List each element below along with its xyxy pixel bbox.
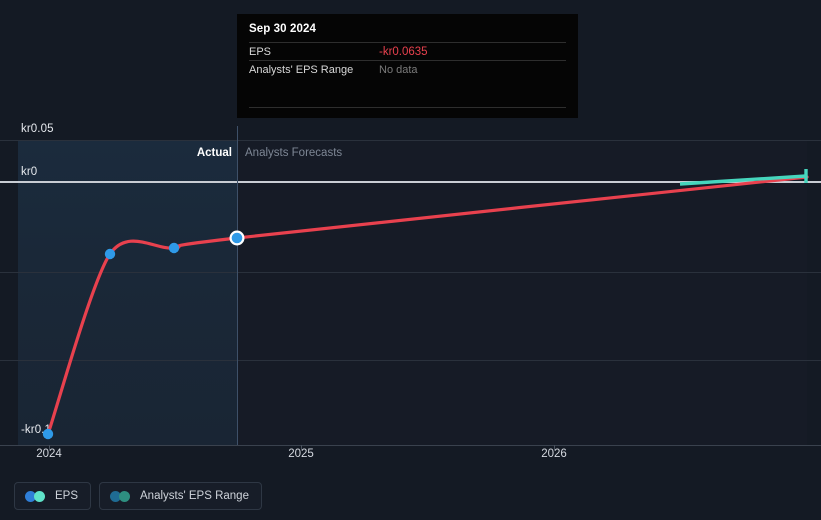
legend-item-analysts-range[interactable]: Analysts' EPS Range (99, 482, 262, 510)
forecast-band-label: Analysts Forecasts (245, 147, 343, 159)
tooltip-row-range: Analysts' EPS Range No data (249, 60, 566, 78)
plot-area (18, 140, 807, 445)
eps-series-color-icon (25, 490, 46, 502)
chart-legend: EPS Analysts' EPS Range (14, 482, 262, 510)
x-tick-mark-0 (49, 445, 50, 450)
tooltip-footer-rule (249, 107, 566, 109)
tooltip-label-eps: EPS (249, 45, 272, 58)
y-tick-label-1: kr0 (21, 166, 38, 178)
tooltip-spacer (249, 78, 566, 107)
tooltip-row-eps: EPS -kr0.0635 (249, 42, 566, 60)
x-tick-label-2: 2026 (541, 448, 567, 460)
tooltip-value-range: No data (379, 63, 418, 76)
tooltip-title: Sep 30 2024 (249, 23, 316, 35)
x-tick-mark-1 (301, 445, 302, 450)
x-tick-label-0: 2024 (36, 448, 62, 460)
legend-item-eps[interactable]: EPS (14, 482, 92, 510)
y-tick-label-2: -kr0.1 (21, 424, 51, 436)
forecast-region-background (237, 140, 807, 445)
x-tick-label-1: 2025 (288, 448, 314, 460)
actual-region-background (18, 140, 237, 445)
tooltip-value-eps: -kr0.0635 (379, 45, 428, 58)
actual-forecast-divider (237, 126, 238, 445)
gridline-top (0, 140, 821, 141)
gridline-mid (0, 272, 821, 273)
chart-tooltip: Sep 30 2024 EPS -kr0.0635 Analysts' EPS … (237, 14, 578, 118)
y-tick-label-0: kr0.05 (21, 123, 54, 135)
actual-band-label: Actual (196, 147, 232, 159)
legend-label-analysts-range: Analysts' EPS Range (140, 490, 249, 502)
zero-baseline (0, 181, 821, 183)
legend-label-eps: EPS (55, 490, 79, 502)
tooltip-label-range: Analysts' EPS Range (249, 63, 354, 76)
analysts-range-series-color-icon (110, 490, 131, 502)
x-axis-line (0, 445, 821, 446)
x-tick-mark-2 (554, 445, 555, 450)
gridline-lower (0, 360, 821, 361)
